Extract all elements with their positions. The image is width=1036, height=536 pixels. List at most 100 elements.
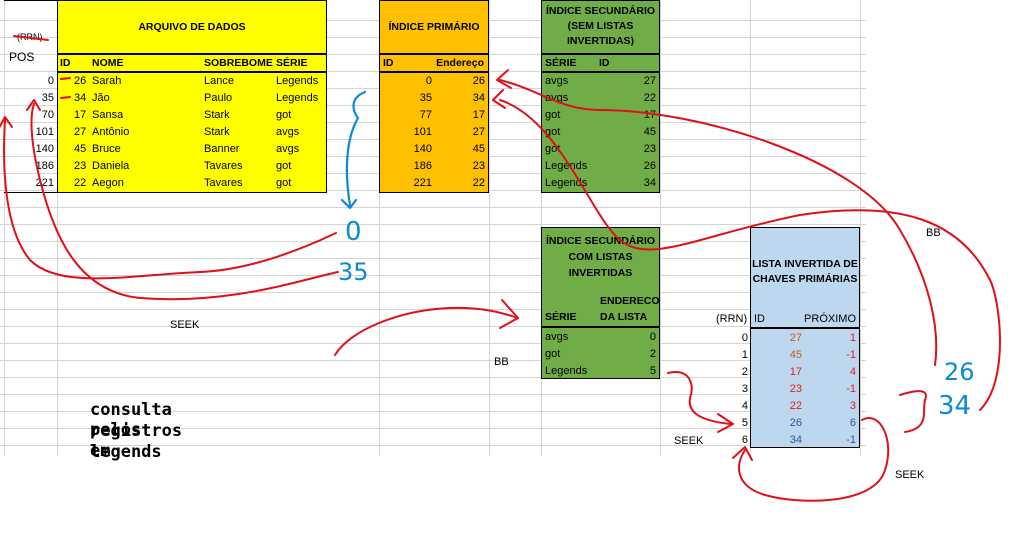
secondary-no-list-serie: avgs — [545, 92, 569, 104]
inverted-list-id: 34 — [789, 434, 802, 446]
data-file-cell: Jão — [92, 92, 110, 104]
primary-index-header-address: Endereço — [436, 57, 484, 69]
label-bb-2: BB — [926, 227, 941, 239]
gridline-row — [0, 377, 866, 378]
data-file-cell: Antônio — [92, 126, 130, 138]
inverted-list-rrn: 5 — [741, 417, 748, 429]
pos-value: 0 — [47, 75, 54, 87]
arrowhead-seek-6 — [732, 446, 753, 461]
primary-index-address: 45 — [472, 143, 485, 155]
secondary-no-list-header-id: ID — [599, 57, 610, 69]
gridline-row — [0, 292, 866, 293]
data-file-cell: got — [276, 109, 292, 121]
primary-index-id: 221 — [413, 177, 432, 189]
data-file-cell: Bruce — [92, 143, 121, 155]
data-file-cell: Daniela — [92, 160, 130, 172]
arrow-bb-2 — [499, 99, 1001, 411]
primary-index-table — [379, 0, 489, 193]
data-file-cell: avgs — [276, 143, 300, 155]
data-file-cell: Sarah — [92, 75, 122, 87]
inverted-list-rrn: 3 — [741, 383, 748, 395]
inverted-list-next: -1 — [846, 349, 856, 361]
data-file-header: ID — [60, 57, 71, 69]
secondary-no-list-id: 27 — [643, 75, 656, 87]
secondary-no-list-serie: got — [545, 126, 561, 138]
inverted-list-next: -1 — [846, 434, 856, 446]
data-file-header-divider — [57, 53, 327, 55]
gridline-row — [0, 394, 866, 395]
data-file-header: SOBREBOME — [204, 57, 273, 69]
inverted-list-id: 26 — [789, 417, 802, 429]
arrow-seek-0 — [3, 119, 337, 280]
inverted-list-rrn: 6 — [741, 434, 748, 446]
inverted-list-next: 1 — [849, 332, 856, 344]
inverted-list-id: 17 — [789, 366, 802, 378]
secondary-no-list-body-divider — [541, 71, 660, 73]
secondary-with-list-serie: Legends — [545, 365, 588, 377]
gridline-col — [4, 0, 5, 456]
secondary-index-with-list-table — [541, 227, 660, 379]
gridline-row — [0, 241, 866, 242]
dash-row0 — [60, 77, 71, 80]
primary-index-id: 35 — [419, 92, 432, 104]
arrowhead-bb-2 — [492, 89, 506, 109]
arrow-seek-35 — [30, 103, 339, 301]
secondary-no-list-header-serie: SÉRIE — [545, 57, 577, 69]
label-seek-1: SEEK — [170, 319, 200, 331]
gridline-row — [0, 258, 866, 259]
inverted-list-next: -1 — [846, 383, 856, 395]
primary-index-title: ÍNDICE PRIMÁRIO — [388, 21, 480, 33]
primary-index-address: 22 — [472, 177, 485, 189]
primary-index-id: 140 — [413, 143, 432, 155]
arrowhead-seek-0 — [0, 116, 13, 129]
data-file-cell: Sansa — [92, 109, 124, 121]
data-file-header: SÉRIE — [276, 57, 308, 69]
gridline-col — [860, 0, 861, 456]
blue-number-26: 26 — [944, 358, 975, 386]
data-file-cell: 45 — [74, 143, 87, 155]
pos-label: POS — [9, 50, 35, 64]
inverted-list-id: 45 — [789, 349, 802, 361]
note-line: registros em — [90, 421, 183, 461]
inverted-list-rrn: 1 — [741, 349, 748, 361]
data-file-body-divider — [57, 71, 327, 73]
arrow-seek-6 — [738, 417, 890, 502]
gridline-col — [489, 0, 490, 456]
blue-number-35: 35 — [338, 258, 369, 286]
inverted-list-header-divider — [750, 327, 860, 329]
secondary-with-list-header-endereco: ENDERECO — [600, 295, 660, 307]
gridline-col — [379, 0, 380, 456]
primary-index-address: 34 — [472, 92, 485, 104]
secondary-no-list-title-line: INVERTIDAS) — [566, 35, 635, 47]
data-file-cell: Paulo — [204, 92, 233, 104]
blue-number-0: 0 — [345, 217, 362, 247]
blue-brace-tick — [340, 198, 358, 210]
gridline-col — [660, 0, 661, 456]
inverted-list-next: 4 — [849, 366, 856, 378]
secondary-no-list-title-line: ÍNDICE SECUNDÁRIO — [545, 5, 656, 17]
strike-rrn — [13, 35, 49, 41]
secondary-with-list-address: 0 — [649, 331, 656, 343]
secondary-no-list-serie: got — [545, 109, 561, 121]
note-line: consulta pelos — [90, 400, 172, 440]
secondary-no-list-id: 23 — [643, 143, 656, 155]
gridline-row — [0, 326, 866, 327]
gridline-row — [0, 445, 866, 446]
secondary-no-list-id: 26 — [643, 160, 656, 172]
inverted-list-table — [750, 227, 860, 448]
secondary-no-list-serie: Legends — [545, 177, 588, 189]
data-file-cell: 22 — [74, 177, 87, 189]
dash-row1 — [60, 96, 71, 99]
inverted-list-id: 27 — [789, 332, 802, 344]
primary-index-id: 0 — [425, 75, 432, 87]
inverted-list-next: 3 — [849, 400, 856, 412]
bracket-end — [899, 390, 927, 433]
data-file-cell: Tavares — [204, 160, 243, 172]
data-file-cell: 27 — [74, 126, 87, 138]
inverted-list-title-line: LISTA INVERTIDA DE — [752, 258, 858, 270]
data-file-cell: Legends — [276, 75, 319, 87]
gridline-row — [0, 360, 866, 361]
secondary-no-list-id: 45 — [643, 126, 656, 138]
note-line: legends — [90, 442, 162, 462]
arrow-from-26 — [499, 79, 938, 366]
